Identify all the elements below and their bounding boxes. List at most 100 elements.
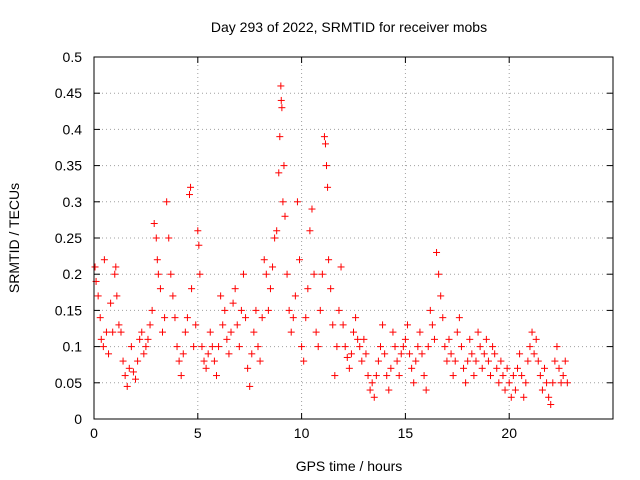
data-point: [557, 379, 565, 387]
data-point: [426, 306, 434, 314]
data-point: [385, 386, 393, 394]
data-point: [229, 299, 237, 307]
x-tick-label: 20: [501, 425, 517, 441]
data-point: [341, 343, 349, 351]
data-point: [491, 350, 499, 358]
data-point: [316, 306, 324, 314]
data-point: [212, 372, 220, 380]
data-point: [115, 321, 123, 329]
data-point: [97, 335, 105, 343]
data-point: [543, 379, 551, 387]
data-point: [352, 314, 360, 322]
data-point: [370, 393, 378, 401]
data-point: [478, 364, 486, 372]
data-point: [528, 328, 536, 336]
data-point: [121, 372, 129, 380]
data-point: [399, 343, 407, 351]
data-point: [439, 314, 447, 322]
data-point: [376, 343, 384, 351]
data-point: [318, 270, 326, 278]
data-point: [403, 321, 411, 329]
data-point: [112, 263, 120, 271]
data-point: [383, 372, 391, 380]
data-point: [493, 364, 501, 372]
data-point: [516, 350, 524, 358]
y-tick-label: 0.45: [55, 85, 82, 101]
data-point: [464, 357, 472, 365]
data-point: [227, 328, 235, 336]
data-point: [372, 372, 380, 380]
data-point: [204, 350, 212, 358]
data-point: [304, 285, 312, 293]
data-point: [289, 314, 297, 322]
data-point: [113, 292, 121, 300]
data-point: [264, 306, 272, 314]
data-point: [109, 328, 117, 336]
data-point: [277, 82, 285, 90]
axis-ticks: [93, 56, 613, 420]
data-point: [329, 321, 337, 329]
data-point: [185, 191, 193, 199]
data-point: [414, 343, 422, 351]
data-point: [418, 350, 426, 358]
data-point: [281, 212, 289, 220]
data-point: [503, 364, 511, 372]
data-point: [173, 343, 181, 351]
data-point: [125, 364, 133, 372]
data-point: [462, 379, 470, 387]
data-point: [350, 328, 357, 336]
data-point: [489, 343, 497, 351]
data-point: [401, 335, 409, 343]
data-point: [215, 343, 223, 351]
data-point: [165, 234, 173, 242]
data-point: [127, 343, 135, 351]
data-point: [153, 256, 161, 264]
data-point: [480, 350, 488, 358]
data-point: [547, 401, 555, 409]
data-point: [331, 372, 339, 380]
data-point: [514, 364, 522, 372]
data-point: [312, 328, 320, 336]
data-point: [91, 263, 99, 271]
data-point: [111, 270, 119, 278]
data-point: [437, 292, 445, 300]
data-point: [561, 357, 569, 365]
data-point: [534, 357, 542, 365]
data-point: [323, 162, 331, 170]
data-point: [424, 343, 432, 351]
data-point: [445, 335, 453, 343]
data-point: [146, 321, 154, 329]
data-point: [123, 382, 131, 390]
x-tick-label: 5: [194, 425, 202, 441]
data-point: [300, 357, 308, 365]
data-point: [156, 285, 164, 293]
data-point: [495, 379, 503, 387]
data-point: [306, 227, 314, 235]
y-tick-label: 0.4: [63, 121, 83, 137]
data-point: [217, 292, 225, 300]
chart-title: Day 293 of 2022, SRMTID for receiver mob…: [211, 19, 487, 35]
data-point: [260, 256, 268, 264]
data-point: [175, 357, 183, 365]
data-point: [194, 227, 202, 235]
data-point: [453, 328, 461, 336]
data-point: [244, 364, 252, 372]
data-point: [246, 382, 254, 390]
data-point: [472, 357, 480, 365]
data-point: [532, 335, 540, 343]
data-point: [511, 386, 519, 394]
data-point: [468, 350, 476, 358]
data-point: [430, 335, 438, 343]
data-point: [190, 343, 198, 351]
data-point: [428, 321, 436, 329]
data-point: [210, 357, 218, 365]
data-point: [497, 357, 505, 365]
data-point: [470, 372, 478, 380]
data-point: [293, 198, 301, 206]
data-point: [393, 357, 401, 365]
data-point: [132, 375, 140, 383]
y-tick-label: 0.2: [63, 266, 83, 282]
data-point: [389, 328, 397, 336]
